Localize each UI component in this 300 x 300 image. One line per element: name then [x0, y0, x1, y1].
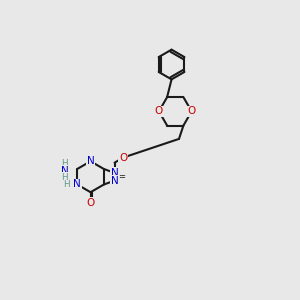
Text: N: N [111, 168, 119, 178]
Text: H: H [61, 159, 68, 168]
Text: O: O [119, 153, 127, 163]
Text: O: O [188, 106, 196, 116]
Text: O: O [155, 106, 163, 116]
Text: N: N [111, 176, 119, 186]
Text: N: N [87, 156, 94, 166]
Text: =: = [118, 172, 125, 181]
Text: O: O [86, 198, 95, 208]
Text: H: H [64, 180, 70, 189]
Text: H: H [61, 172, 68, 182]
Text: N: N [73, 179, 81, 190]
Text: N: N [61, 166, 68, 176]
